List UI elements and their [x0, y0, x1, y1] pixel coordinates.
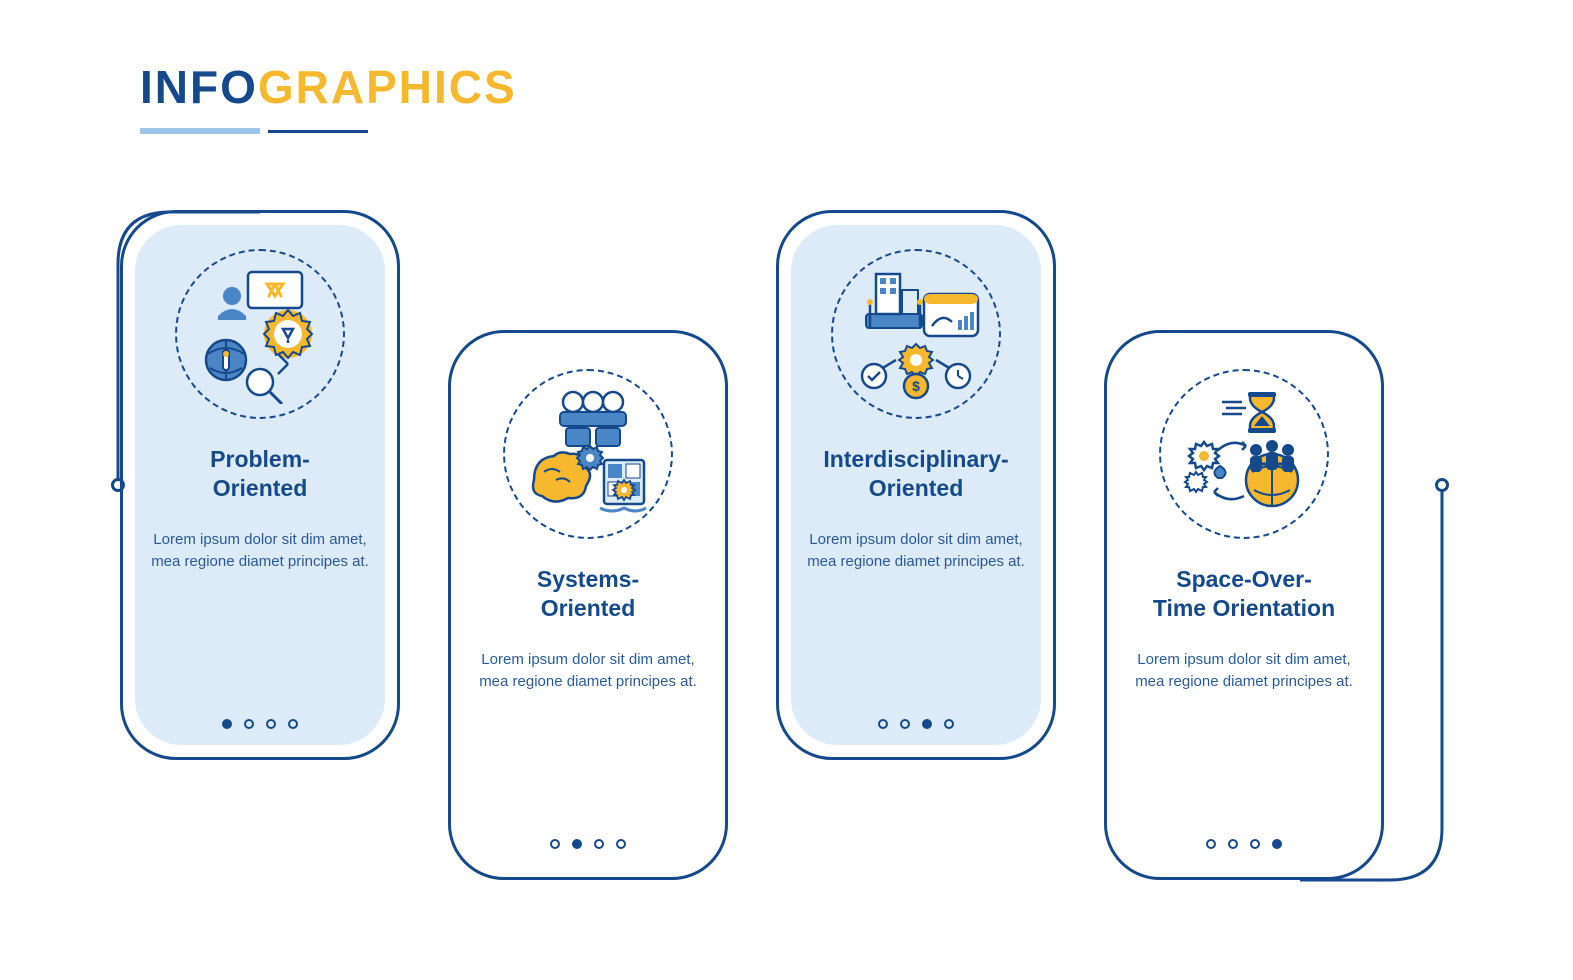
pager-dots [222, 719, 298, 735]
card-spaceovertime: Space-Over-Time Orientation Lorem ipsum … [1104, 330, 1384, 880]
card-title: Systems-Oriented [537, 565, 639, 623]
title-underline [140, 128, 517, 134]
dot [1272, 839, 1282, 849]
dot [244, 719, 254, 729]
dot [550, 839, 560, 849]
title-block: INFOGRAPHICS [140, 60, 517, 134]
card-interdisciplinary: $ Interdisciplinary-Oriented Lorem ipsum… [776, 210, 1056, 880]
card-frame: Systems-Oriented Lorem ipsum dolor sit d… [448, 330, 728, 880]
pager-dots [550, 839, 626, 855]
card-systems: Systems-Oriented Lorem ipsum dolor sit d… [448, 330, 728, 880]
card-body: Lorem ipsum dolor sit dim amet, mea regi… [1135, 649, 1353, 694]
systems-icon [518, 384, 658, 524]
interdisciplinary-icon: $ [846, 264, 986, 404]
dot [900, 719, 910, 729]
dot [922, 719, 932, 729]
underline-light [140, 128, 260, 134]
pager-dots [878, 719, 954, 735]
dot [288, 719, 298, 729]
card-title: Problem-Oriented [210, 445, 310, 503]
problem-icon [190, 264, 330, 404]
card-frame: $ Interdisciplinary-Oriented Lorem ipsum… [776, 210, 1056, 760]
cards-row: Problem-Oriented Lorem ipsum dolor sit d… [120, 210, 1384, 880]
icon-circle [1159, 369, 1329, 539]
card-title: Interdisciplinary-Oriented [823, 445, 1008, 503]
icon-circle [503, 369, 673, 539]
title-part-info: INFO [140, 61, 258, 113]
dot [1250, 839, 1260, 849]
icon-circle [175, 249, 345, 419]
time-icon [1174, 384, 1314, 524]
pager-dots [1206, 839, 1282, 855]
card-body: Lorem ipsum dolor sit dim amet, mea regi… [151, 529, 369, 574]
dot [572, 839, 582, 849]
title-part-graphics: GRAPHICS [258, 61, 517, 113]
svg-text:$: $ [912, 378, 920, 394]
dot [1206, 839, 1216, 849]
card-problem: Problem-Oriented Lorem ipsum dolor sit d… [120, 210, 400, 880]
dot [878, 719, 888, 729]
dot [594, 839, 604, 849]
dot [1228, 839, 1238, 849]
dot [266, 719, 276, 729]
connector-end-dot [1435, 478, 1449, 492]
dot [616, 839, 626, 849]
page-title: INFOGRAPHICS [140, 60, 517, 114]
icon-circle: $ [831, 249, 1001, 419]
card-body: Lorem ipsum dolor sit dim amet, mea regi… [479, 649, 697, 694]
dot [222, 719, 232, 729]
card-frame: Space-Over-Time Orientation Lorem ipsum … [1104, 330, 1384, 880]
underline-dark [268, 130, 368, 133]
card-frame: Problem-Oriented Lorem ipsum dolor sit d… [120, 210, 400, 760]
card-body: Lorem ipsum dolor sit dim amet, mea regi… [807, 529, 1025, 574]
dot [944, 719, 954, 729]
card-title: Space-Over-Time Orientation [1153, 565, 1335, 623]
